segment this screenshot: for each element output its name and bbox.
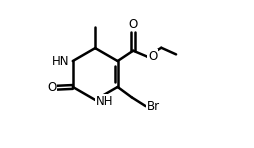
Text: HN: HN [52, 55, 69, 67]
Text: Br: Br [147, 100, 160, 113]
Text: O: O [129, 18, 138, 31]
Text: NH: NH [96, 95, 114, 108]
Text: O: O [47, 81, 56, 94]
Text: O: O [148, 50, 157, 63]
